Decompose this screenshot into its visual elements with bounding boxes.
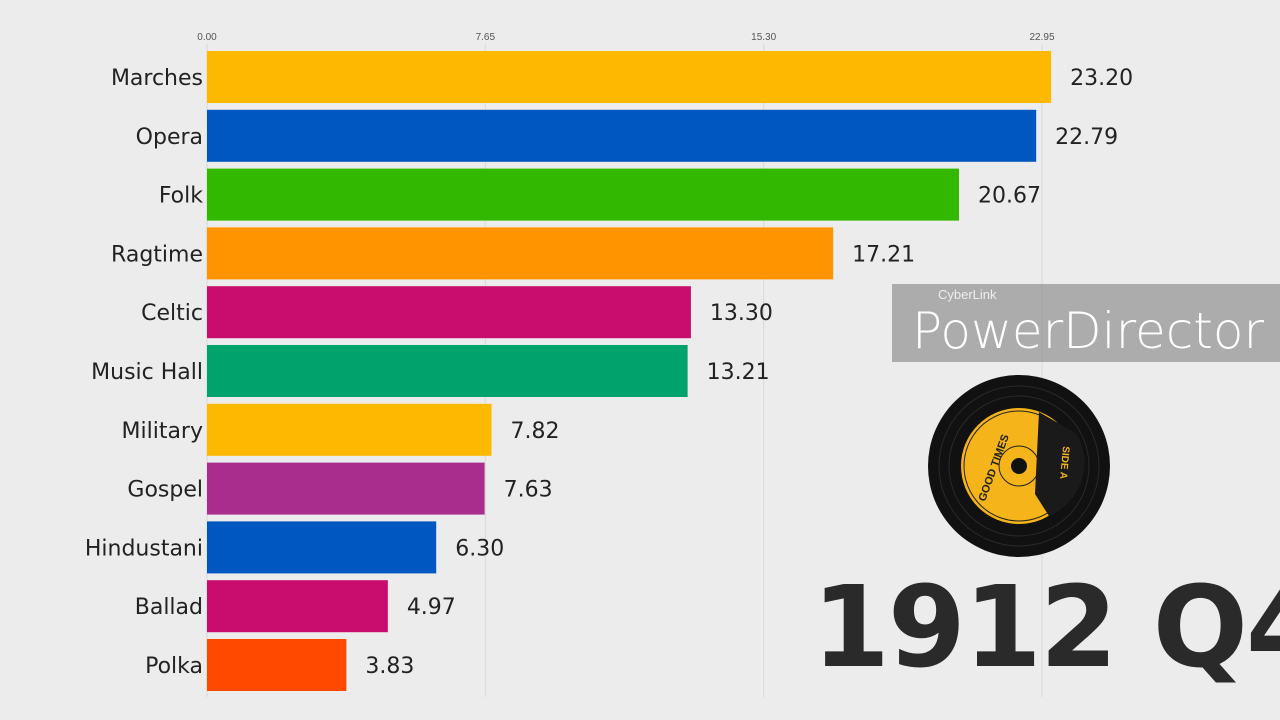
value-label: 4.97 [407,595,456,620]
bar-ballad [207,580,388,633]
bar-polka [207,639,347,691]
bar-folk [207,168,960,221]
value-label: 17.21 [852,242,915,267]
watermark: CyberLink PowerDirector [892,284,1280,362]
value-label: 6.30 [455,536,504,561]
category-label: Military [122,419,204,444]
x-tick-label: 7.65 [476,32,496,43]
category-label: Folk [159,184,203,209]
category-label: Ragtime [111,242,203,267]
x-tick-label: 15.30 [751,32,776,43]
bar-gospel [207,462,485,515]
value-label: 3.83 [365,654,414,679]
category-label: Ballad [135,595,203,620]
category-label: Polka [145,654,203,679]
category-label: Music Hall [91,360,203,385]
value-label: 7.63 [504,478,553,503]
x-tick-label: 22.95 [1029,32,1054,43]
vinyl-record-icon: GOOD TIMES SIDE A [927,374,1111,563]
period-label: 1912 Q4 [812,563,1280,693]
bar-military [207,403,492,456]
watermark-product: PowerDirector [912,302,1265,360]
watermark-brand: CyberLink [938,287,997,302]
bar-music-hall [207,345,688,397]
value-label: 13.21 [707,360,770,385]
bar-marches [207,51,1052,103]
bar-celtic [207,286,691,339]
value-label: 7.82 [511,419,560,444]
category-label: Opera [136,125,203,150]
category-label: Gospel [127,478,203,503]
record-side-text: SIDE A [1057,446,1071,480]
value-label: 23.20 [1070,66,1133,91]
bar-opera [207,109,1037,162]
value-label: 20.67 [978,184,1041,209]
category-label: Celtic [141,301,203,326]
value-label: 22.79 [1055,125,1118,150]
category-label: Marches [111,66,203,91]
value-label: 13.30 [710,301,773,326]
bar-hindustani [207,521,437,574]
x-tick-label: 0.00 [197,32,217,43]
bar-ragtime [207,227,834,280]
category-label: Hindustani [85,536,203,561]
